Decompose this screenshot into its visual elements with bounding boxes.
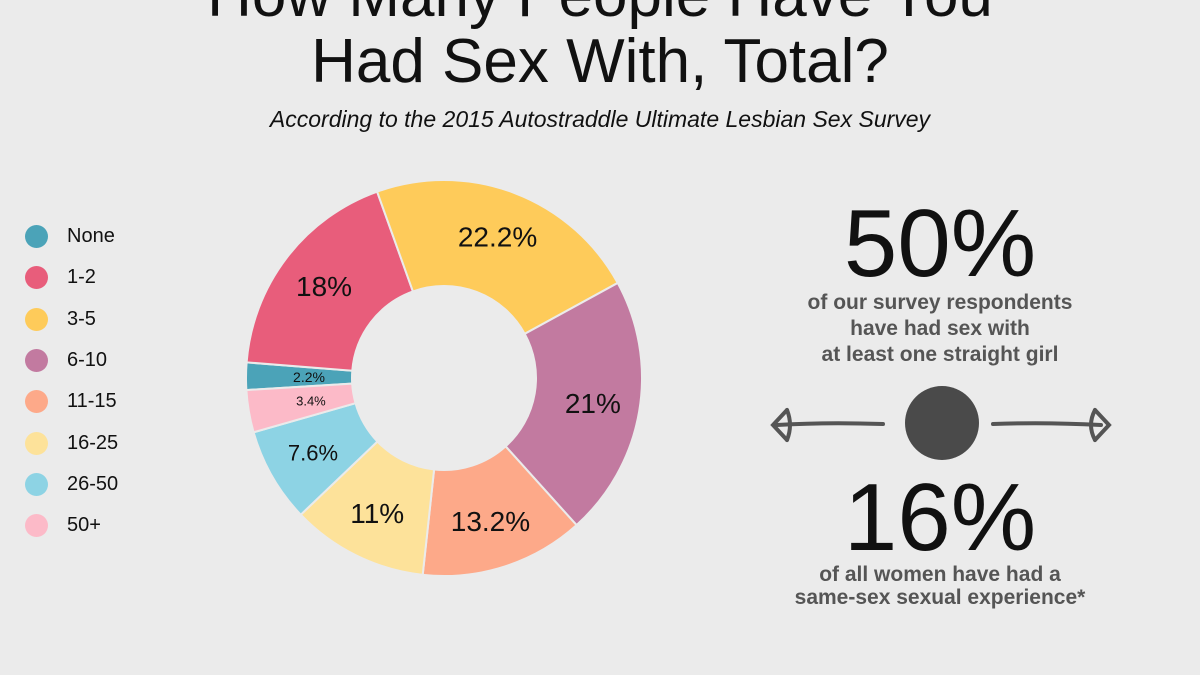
legend-swatch	[25, 514, 48, 538]
legend-item: 6-10	[25, 348, 225, 372]
stat-text-line: have had sex with	[850, 317, 1030, 340]
slice-label: 7.6%	[288, 441, 338, 466]
legend-item: 3-5	[25, 307, 225, 331]
chart-subtitle: According to the 2015 Autostraddle Ultim…	[269, 106, 931, 132]
legend-item: 26-50	[25, 472, 225, 496]
legend-label: 11-15	[67, 390, 117, 413]
donut-slice	[245, 382, 357, 434]
stat-value-straight-girl: 50%	[843, 190, 1037, 297]
legend-label: 1-2	[67, 266, 96, 289]
donut-slice	[421, 444, 578, 577]
legend-label: 16-25	[67, 431, 119, 454]
legend-item: 50+	[25, 514, 225, 538]
stat-text-straight-girl: of our survey respondents have had sex w…	[740, 290, 1140, 368]
legend-item: None	[25, 225, 225, 248]
donut-slice	[375, 179, 620, 336]
legend-item: 16-25	[25, 431, 225, 455]
legend-swatch	[25, 431, 48, 455]
legend-item: 11-15	[25, 390, 225, 414]
legend-label: 50+	[67, 514, 101, 537]
stat-text-line: at least one straight girl	[821, 343, 1059, 366]
legend-swatch	[25, 307, 48, 331]
legend-swatch	[25, 390, 48, 414]
slice-label: 21%	[565, 388, 621, 419]
stat-value-same-sex: 16%	[843, 464, 1037, 571]
slice-label: 22.2%	[458, 221, 537, 252]
legend-swatch	[25, 348, 48, 372]
chart-title-line-2: Had Sex With, Total?	[311, 27, 889, 96]
slice-label: 3.4%	[296, 393, 326, 408]
legend-item: 1-2	[25, 266, 225, 290]
stat-text-same-sex: of all women have had a same-sex sexual …	[740, 563, 1140, 609]
chart-title-line-1: How Many People Have You	[0, 0, 1200, 28]
stat-text-line: same-sex sexual experience*	[794, 586, 1086, 609]
legend-swatch	[25, 225, 48, 248]
slice-label: 11%	[350, 498, 404, 529]
donut-slice	[245, 190, 415, 372]
legend-swatch	[25, 266, 48, 290]
stat-text-line: of our survey respondents	[807, 291, 1073, 314]
legend-label: 3-5	[67, 307, 96, 330]
slice-label: 2.2%	[293, 369, 325, 385]
legend-label: None	[67, 225, 115, 247]
stat-text-line: of all women have had a	[819, 563, 1061, 586]
legend-swatch	[25, 472, 48, 496]
legend-label: 6-10	[67, 348, 108, 371]
legend-label: 26-50	[67, 472, 119, 495]
slice-label: 13.2%	[451, 506, 530, 537]
dot-icon	[905, 386, 979, 460]
arrow-divider-icon	[770, 386, 1112, 460]
donut-slice	[504, 281, 643, 527]
slice-label: 18%	[296, 271, 352, 302]
